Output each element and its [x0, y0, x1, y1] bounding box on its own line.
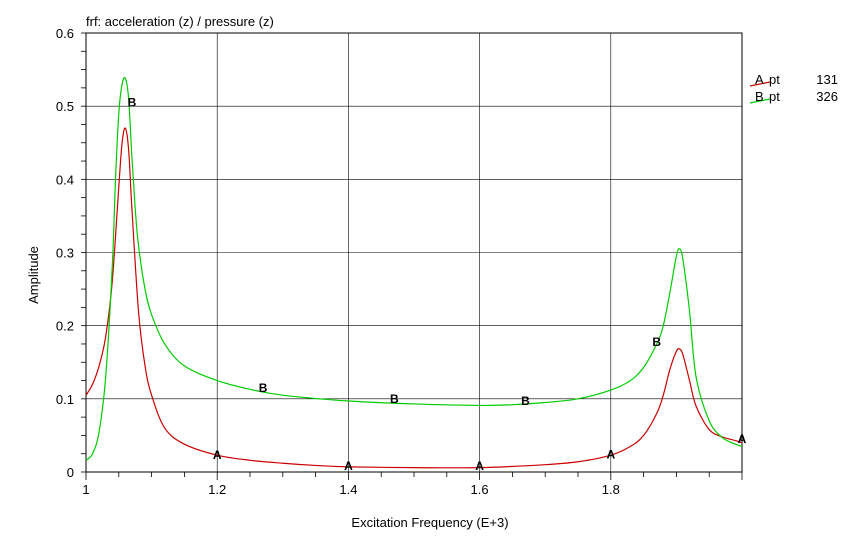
x-tick-labels: 1 1.2 1.4 1.6 1.8 — [82, 482, 619, 497]
x-tick-label: 1.6 — [471, 482, 489, 497]
series-a-marker: A — [475, 459, 484, 473]
x-tick-label: 1.8 — [602, 482, 620, 497]
series-b-marker: B — [128, 96, 137, 110]
series-a-marker: A — [344, 459, 353, 473]
series-b-marker: B — [390, 392, 399, 406]
series-layer: A A A A A B B B B B — [85, 76, 747, 473]
series-b-marker: B — [521, 394, 530, 408]
axis-ticks — [81, 32, 743, 480]
legend-series-name: B — [755, 89, 764, 104]
y-tick-label: 0.4 — [56, 172, 74, 187]
y-axis-label: Amplitude — [26, 246, 41, 304]
series-a-marker: A — [213, 448, 222, 462]
x-tick-label: 1 — [82, 482, 89, 497]
legend-swatch — [749, 98, 771, 104]
grid-lines — [86, 33, 742, 472]
x-tick-label: 1.4 — [339, 482, 357, 497]
series-b-marker: B — [652, 335, 661, 349]
plot-frame — [85, 32, 743, 473]
x-axis-label: Excitation Frequency (E+3) — [351, 515, 508, 530]
legend-label: pt — [769, 72, 780, 87]
legend-label: pt — [769, 89, 780, 104]
legend-swatch — [749, 81, 771, 87]
y-tick-label: 0.5 — [56, 99, 74, 114]
y-tick-label: 0.2 — [56, 319, 74, 334]
legend-series-name: A — [755, 72, 764, 87]
x-tick-label: 1.2 — [208, 482, 226, 497]
y-tick-label: 0 — [67, 465, 74, 480]
series-b-marker: B — [259, 381, 268, 395]
y-tick-label: 0.6 — [56, 26, 74, 41]
legend-value: 131 — [816, 72, 838, 87]
series-a-marker: A — [738, 432, 747, 446]
series-a-line — [85, 127, 743, 469]
legend-value: 326 — [816, 89, 838, 104]
y-tick-label: 0.3 — [56, 246, 74, 261]
y-tick-label: 0.1 — [56, 392, 74, 407]
series-a-marker: A — [606, 447, 615, 461]
y-tick-labels: 0 0.1 0.2 0.3 0.4 0.5 0.6 — [56, 26, 74, 480]
chart-title: frf: acceleration (z) / pressure (z) — [86, 14, 274, 29]
series-b-line — [85, 76, 743, 461]
